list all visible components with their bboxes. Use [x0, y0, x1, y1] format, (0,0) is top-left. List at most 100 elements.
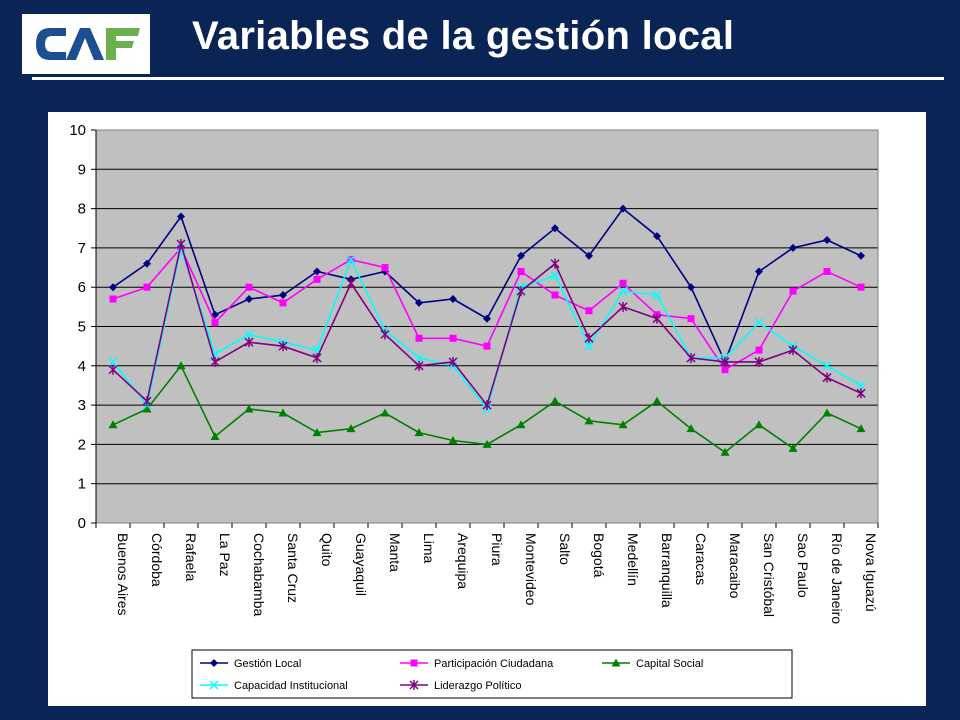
data-point: [244, 404, 254, 413]
data-point: [755, 346, 763, 354]
data-point: [584, 341, 594, 351]
x-tick-label: Salto: [557, 533, 573, 565]
data-point: [176, 361, 186, 370]
y-tick-label: 3: [78, 397, 86, 414]
data-point: [210, 659, 218, 667]
y-tick-label: 4: [78, 358, 86, 375]
data-point: [143, 283, 151, 291]
data-point: [245, 294, 253, 303]
y-tick-label: 1: [78, 476, 86, 493]
data-point: [754, 318, 764, 328]
x-tick-label: Manta: [387, 533, 403, 572]
data-point: [687, 283, 695, 292]
data-point: [346, 424, 356, 433]
data-point: [788, 443, 798, 452]
data-point: [686, 424, 696, 433]
data-point: [618, 286, 628, 296]
data-point: [754, 356, 764, 367]
data-point: [618, 420, 628, 429]
x-tick-label: San Cristóbal: [761, 533, 777, 617]
legend-label: Gestión Local: [234, 658, 301, 670]
legend-item: Liderazgo Político: [400, 680, 521, 692]
x-tick-label: Santa Cruz: [285, 533, 301, 603]
x-tick-label: Bogotá: [591, 533, 607, 578]
data-point: [244, 329, 254, 339]
data-point: [618, 301, 628, 312]
legend-item: Gestión Local: [200, 658, 301, 670]
x-tick-label: Quito: [319, 533, 335, 567]
data-point: [109, 295, 117, 303]
data-point: [278, 341, 288, 352]
data-point: [550, 258, 560, 269]
data-point: [788, 345, 798, 356]
data-point: [415, 298, 423, 307]
data-point: [142, 396, 152, 407]
data-point: [279, 291, 287, 300]
data-point: [856, 388, 866, 399]
data-point: [380, 408, 390, 417]
data-point: [823, 267, 831, 275]
data-point: [721, 366, 729, 374]
data-point: [789, 287, 797, 295]
data-point: [789, 243, 797, 252]
data-point: [177, 212, 185, 221]
data-point: [652, 313, 662, 324]
y-tick-label: 2: [78, 436, 86, 453]
data-point: [312, 428, 322, 437]
data-point: [585, 307, 593, 315]
title-underline: [32, 77, 944, 80]
x-tick-label: Rafaela: [183, 533, 199, 581]
data-point: [856, 380, 866, 390]
data-point: [584, 416, 594, 425]
data-point: [346, 278, 356, 289]
data-point: [755, 267, 763, 276]
x-tick-label: Caracas: [693, 533, 709, 585]
y-tick-label: 10: [69, 122, 86, 139]
data-point: [652, 396, 662, 405]
data-point: [313, 267, 321, 276]
data-point: [209, 680, 219, 690]
data-point: [550, 270, 560, 280]
data-point: [414, 360, 424, 371]
series-5: [108, 238, 866, 411]
data-point: [551, 291, 559, 299]
legend-item: Participación Ciudadana: [400, 658, 554, 670]
data-point: [380, 329, 390, 340]
data-point: [312, 352, 322, 363]
data-point: [822, 408, 832, 417]
data-point: [245, 283, 253, 291]
caf-logo: [22, 14, 150, 74]
data-point: [822, 372, 832, 383]
data-point: [856, 424, 866, 433]
data-point: [449, 334, 457, 342]
data-point: [687, 315, 695, 323]
line-chart: 0 1 2 3 4 5 6 7 8 9 10 Buenos Aires Córdoba Rafaela L…: [69, 122, 879, 699]
data-point: [857, 283, 865, 291]
data-point: [211, 310, 219, 319]
legend-label: Capital Social: [636, 658, 703, 670]
x-tick-label: Nova Iguazú: [863, 533, 879, 612]
x-tick-label: Maracaibo: [727, 533, 743, 599]
x-tick-label: Córdoba: [149, 533, 165, 587]
series-3: [108, 361, 866, 456]
data-point: [449, 294, 457, 303]
data-point: [720, 356, 730, 367]
data-point: [482, 400, 492, 411]
data-point: [108, 357, 118, 367]
data-point: [653, 232, 661, 241]
data-point: [857, 251, 865, 260]
y-tick-label: 7: [78, 240, 86, 257]
data-point: [550, 396, 560, 405]
x-tick-label: La Paz: [217, 533, 233, 577]
data-point: [754, 420, 764, 429]
data-point: [108, 364, 118, 375]
data-point: [176, 238, 186, 249]
data-point: [551, 224, 559, 233]
data-point: [211, 319, 219, 327]
x-tick-label: Sao Paulo: [795, 533, 811, 598]
data-point: [584, 333, 594, 344]
data-point: [720, 447, 730, 456]
data-point: [823, 236, 831, 245]
data-point: [279, 299, 287, 307]
x-tick-label: Montevideo: [523, 533, 539, 606]
